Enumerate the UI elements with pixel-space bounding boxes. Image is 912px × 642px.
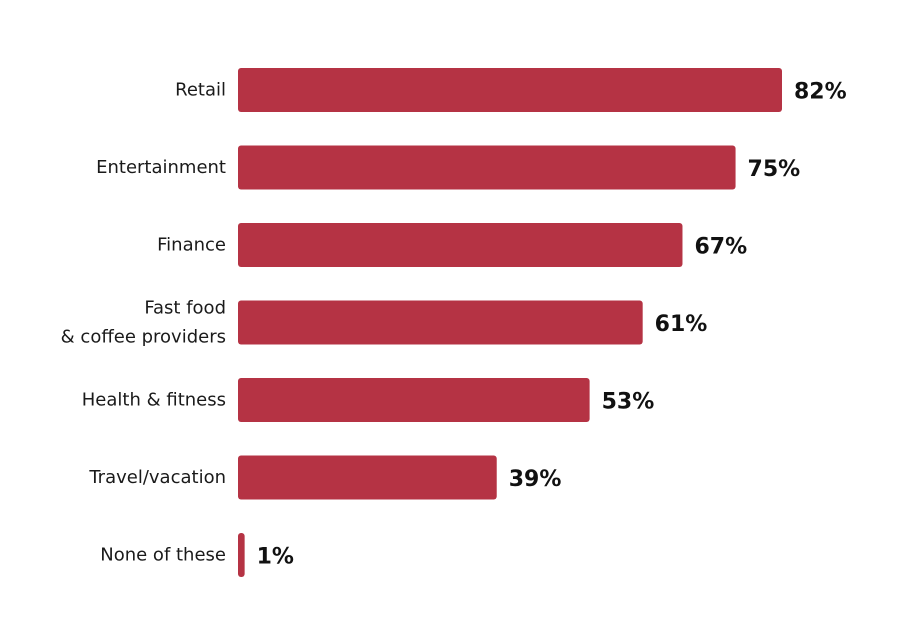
value-label-0: 82% bbox=[794, 80, 847, 105]
category-label-6: None of these bbox=[100, 545, 226, 566]
category-label-3-line-1: & coffee providers bbox=[61, 327, 226, 348]
value-label-6: 1% bbox=[257, 545, 294, 570]
value-label-2: 67% bbox=[694, 235, 747, 260]
bar-1 bbox=[238, 145, 736, 190]
bar-0 bbox=[238, 68, 782, 112]
category-label-2: Finance bbox=[157, 235, 226, 256]
category-label-3-line-0: Fast food bbox=[144, 298, 226, 319]
bar-2 bbox=[238, 223, 683, 267]
value-label-3: 61% bbox=[655, 312, 708, 337]
category-label-4: Health & fitness bbox=[82, 390, 226, 411]
bar-5 bbox=[238, 455, 497, 500]
bar-3 bbox=[238, 300, 643, 345]
value-labels: 82% 75% 67% 61% 53% 39% 1% bbox=[257, 80, 847, 570]
value-label-1: 75% bbox=[748, 157, 801, 182]
category-label-0: Retail bbox=[175, 80, 226, 101]
category-label-5: Travel/vacation bbox=[88, 467, 226, 488]
value-label-4: 53% bbox=[602, 390, 655, 415]
bars bbox=[238, 68, 782, 577]
bar-4 bbox=[238, 378, 590, 422]
category-label-1: Entertainment bbox=[96, 157, 226, 178]
value-label-5: 39% bbox=[509, 467, 562, 492]
bar-6 bbox=[238, 533, 245, 577]
category-labels: Retail Entertainment Finance Fast food & cof… bbox=[61, 80, 226, 566]
